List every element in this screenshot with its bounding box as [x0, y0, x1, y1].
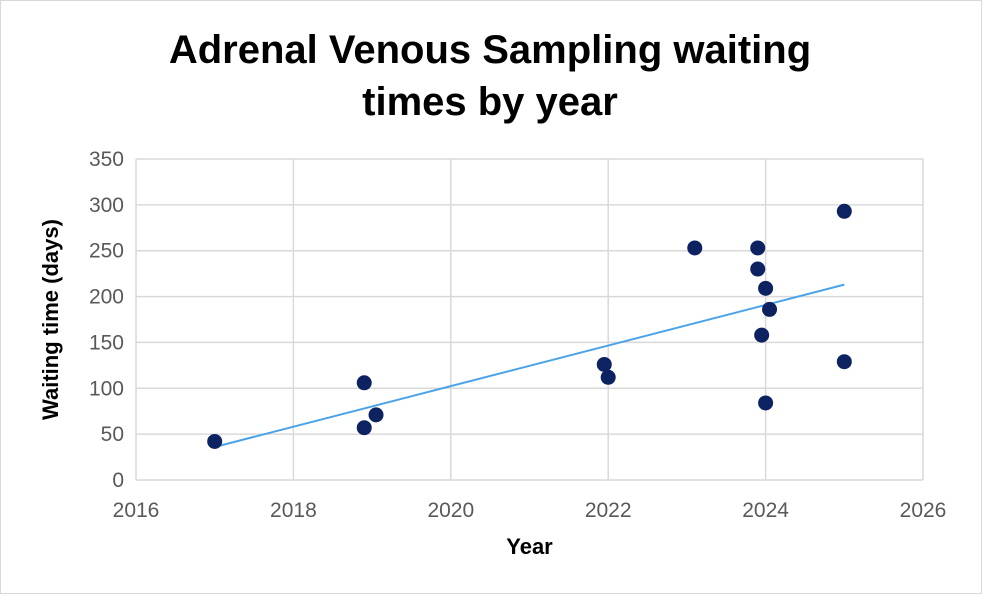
data-point: [836, 203, 852, 219]
y-tick-label: 50: [101, 423, 124, 446]
chart-title: Adrenal Venous Sampling waiting times by…: [80, 24, 900, 128]
data-point: [762, 301, 778, 317]
y-tick-label: 100: [89, 377, 124, 400]
y-tick-label: 150: [89, 331, 124, 354]
data-point: [356, 420, 372, 436]
data-point: [687, 240, 703, 256]
trendline: [214, 283, 845, 448]
data-point: [368, 407, 384, 423]
data-point: [600, 369, 616, 385]
data-point: [758, 395, 774, 411]
data-point: [356, 375, 372, 391]
x-tick-label: 2026: [900, 499, 947, 522]
data-point: [754, 327, 770, 343]
x-axis-title: Year: [506, 534, 553, 559]
x-tick-label: 2016: [113, 499, 160, 522]
y-tick-label: 200: [89, 286, 124, 309]
x-tick-label: 2024: [742, 499, 789, 522]
chart-title-line-2: times by year: [362, 80, 618, 124]
y-tick-label: 250: [89, 240, 124, 263]
data-point: [836, 354, 852, 370]
y-tick-label: 350: [89, 148, 124, 171]
x-tick-label: 2022: [585, 499, 632, 522]
y-tick-label: 0: [112, 469, 124, 492]
data-point: [750, 240, 766, 256]
data-point: [207, 433, 223, 449]
y-tick-label: 300: [89, 194, 124, 217]
data-point: [750, 261, 766, 277]
data-point: [596, 356, 612, 372]
chart-title-line-1: Adrenal Venous Sampling waiting: [168, 28, 812, 72]
x-tick-label: 2020: [427, 499, 474, 522]
y-axis-title: Waiting time (days): [38, 219, 63, 420]
x-tick-label: 2018: [270, 499, 317, 522]
data-point: [758, 280, 774, 296]
